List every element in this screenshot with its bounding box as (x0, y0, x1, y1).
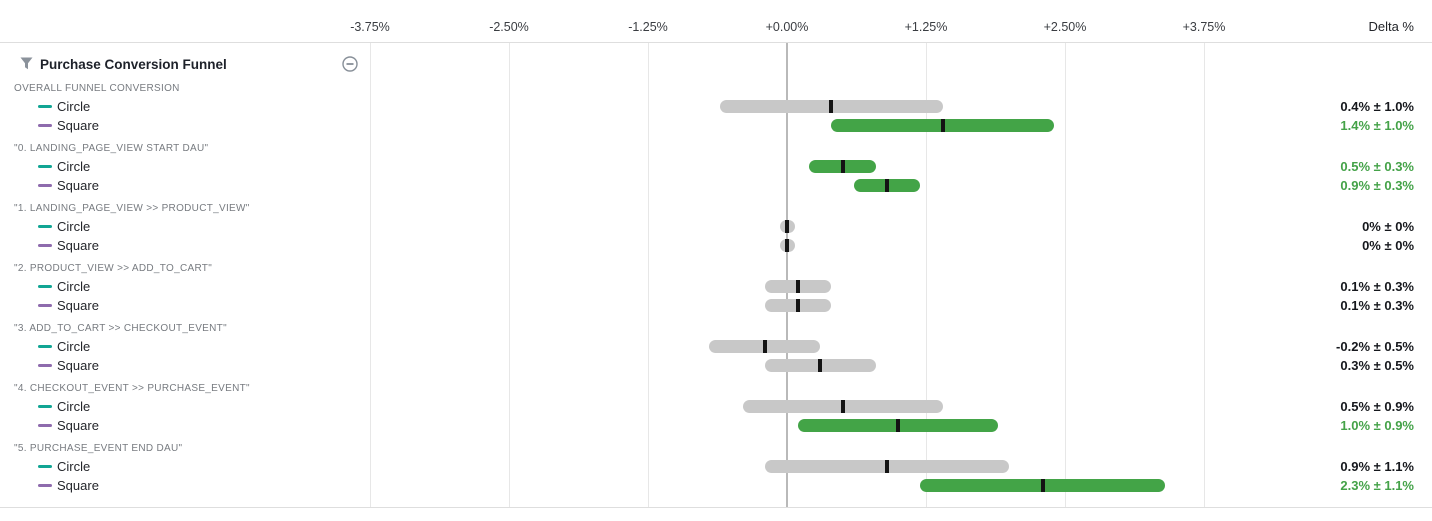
variant-legend-dash-icon (38, 184, 52, 187)
variant-label: Square (57, 358, 99, 373)
delta-point-tick (885, 460, 890, 473)
gridline (508, 43, 510, 508)
variant-legend-dash-icon (38, 424, 52, 427)
gridline (1064, 43, 1066, 508)
axis-tick-label: +2.50% (1043, 20, 1087, 34)
gridline (647, 43, 649, 508)
axis-tick-label: +0.00% (765, 20, 809, 34)
panel-title-row: Purchase Conversion Funnel (0, 43, 368, 77)
variant-label: Square (57, 178, 99, 193)
variant-label: Circle (57, 159, 91, 174)
delta-value: 0.9% ± 1.1% (1340, 459, 1414, 474)
metric-group-label: OVERALL FUNNEL CONVERSION (14, 83, 180, 94)
delta-value: 0% ± 0% (1362, 219, 1414, 234)
variant-label: Circle (57, 279, 91, 294)
delta-value: 0.5% ± 0.3% (1340, 159, 1414, 174)
delta-point-tick (840, 400, 845, 413)
bottom-divider (0, 507, 1432, 508)
delta-value: 0.4% ± 1.0% (1340, 99, 1414, 114)
delta-value: 0.3% ± 0.5% (1340, 358, 1414, 373)
delta-value: 1.4% ± 1.0% (1340, 118, 1414, 133)
variant-legend-dash-icon (38, 105, 52, 108)
variant-label: Square (57, 478, 99, 493)
metric-group-label: "5. PURCHASE_EVENT END DAU" (14, 443, 183, 454)
variant-legend-dash-icon (38, 225, 52, 228)
delta-point-tick (940, 119, 945, 132)
variant-label: Circle (57, 399, 91, 414)
zero-baseline (786, 43, 788, 508)
delta-value: 0.1% ± 0.3% (1340, 298, 1414, 313)
delta-point-tick (829, 100, 834, 113)
gridline (1203, 43, 1205, 508)
axis-tick-label: -2.50% (489, 20, 529, 34)
variant-label: Square (57, 298, 99, 313)
gridline (369, 43, 371, 508)
panel-title: Purchase Conversion Funnel (40, 57, 227, 72)
delta-point-tick (840, 160, 845, 173)
chart-body: Purchase Conversion Funnel OVERALL FUNNE… (0, 43, 1432, 521)
metric-group-label: "3. ADD_TO_CART >> CHECKOUT_EVENT" (14, 323, 227, 334)
variant-label: Circle (57, 459, 91, 474)
variant-legend-dash-icon (38, 484, 52, 487)
delta-value: -0.2% ± 0.5% (1336, 339, 1414, 354)
delta-point-tick (1040, 479, 1045, 492)
delta-value: 2.3% ± 1.1% (1340, 478, 1414, 493)
variant-legend-dash-icon (38, 345, 52, 348)
variant-legend-dash-icon (38, 165, 52, 168)
variant-label: Square (57, 118, 99, 133)
axis-header: -3.75% -2.50% -1.25% +0.00% +1.25% +2.50% +3.7… (0, 0, 1432, 43)
delta-point-tick (762, 340, 767, 353)
filter-funnel-icon[interactable] (20, 57, 33, 70)
delta-point-tick (796, 280, 801, 293)
variant-label: Circle (57, 219, 91, 234)
variant-label: Square (57, 418, 99, 433)
delta-point-tick (885, 179, 890, 192)
variant-legend-dash-icon (38, 285, 52, 288)
delta-value: 0% ± 0% (1362, 238, 1414, 253)
delta-point-tick (818, 359, 823, 372)
delta-point-tick (785, 220, 789, 233)
variant-legend-dash-icon (38, 304, 52, 307)
collapse-minus-circle-icon[interactable] (342, 56, 358, 72)
delta-point-tick (785, 239, 789, 252)
metric-group-label: "0. LANDING_PAGE_VIEW START DAU" (14, 143, 209, 154)
delta-point-tick (896, 419, 901, 432)
variant-legend-dash-icon (38, 364, 52, 367)
gridline (925, 43, 927, 508)
variant-legend-dash-icon (38, 465, 52, 468)
axis-tick-label: +1.25% (904, 20, 948, 34)
axis-tick-label: -1.25% (628, 20, 668, 34)
delta-value: 1.0% ± 0.9% (1340, 418, 1414, 433)
delta-value: 0.1% ± 0.3% (1340, 279, 1414, 294)
variant-label: Circle (57, 339, 91, 354)
axis-tick-label: -3.75% (350, 20, 390, 34)
metric-group-label: "4. CHECKOUT_EVENT >> PURCHASE_EVENT" (14, 383, 250, 394)
variant-label: Circle (57, 99, 91, 114)
delta-percent-header: Delta % (1368, 19, 1414, 34)
delta-value: 0.5% ± 0.9% (1340, 399, 1414, 414)
metric-group-label: "1. LANDING_PAGE_VIEW >> PRODUCT_VIEW" (14, 203, 250, 214)
metric-group-label: "2. PRODUCT_VIEW >> ADD_TO_CART" (14, 263, 213, 274)
variant-legend-dash-icon (38, 244, 52, 247)
variant-label: Square (57, 238, 99, 253)
axis-tick-label: +3.75% (1182, 20, 1226, 34)
variant-legend-dash-icon (38, 405, 52, 408)
delta-value: 0.9% ± 0.3% (1340, 178, 1414, 193)
delta-point-tick (796, 299, 801, 312)
variant-legend-dash-icon (38, 124, 52, 127)
